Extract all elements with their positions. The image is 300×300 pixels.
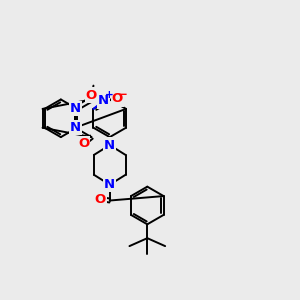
Text: +: + — [105, 90, 114, 100]
Text: N: N — [98, 94, 109, 107]
Text: N: N — [70, 121, 81, 134]
Text: O: O — [86, 88, 97, 101]
Text: O: O — [112, 92, 123, 106]
Text: N: N — [70, 102, 81, 116]
Text: O: O — [78, 136, 89, 150]
Text: O: O — [94, 193, 106, 206]
Text: −: − — [118, 88, 128, 100]
Text: N: N — [104, 139, 115, 152]
Text: N: N — [104, 178, 115, 191]
